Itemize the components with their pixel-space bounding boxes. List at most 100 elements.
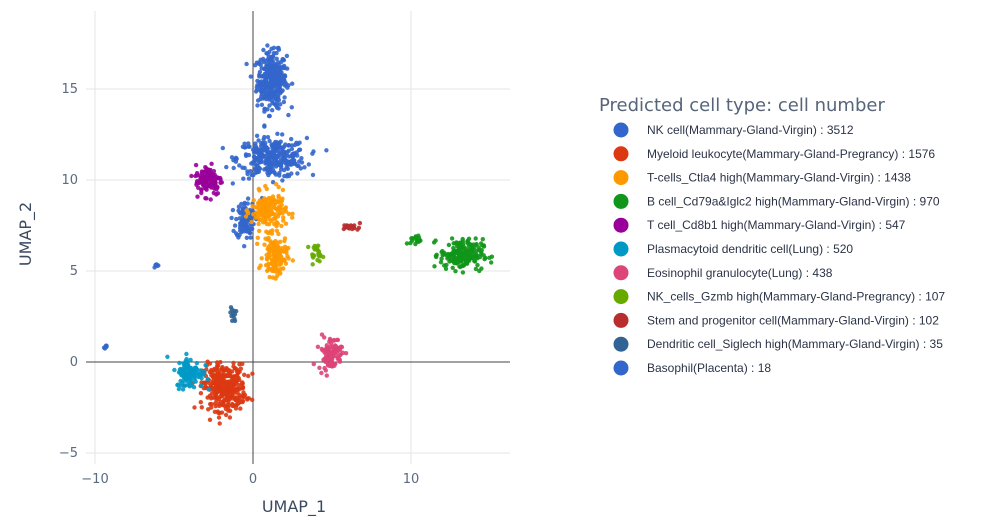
data-point <box>298 166 303 171</box>
data-point <box>319 370 324 376</box>
data-point <box>218 388 224 394</box>
data-point <box>259 94 264 99</box>
data-point <box>262 197 267 202</box>
data-point <box>251 198 256 203</box>
data-point <box>281 218 286 223</box>
data-point <box>203 175 208 181</box>
data-point <box>462 246 467 251</box>
legend-entry: T cell_Cd8b1 high(Mammary-Gland-Virgin) … <box>647 218 906 232</box>
data-point <box>283 142 288 147</box>
data-point <box>288 159 294 164</box>
data-point <box>268 82 273 88</box>
data-point <box>254 87 260 92</box>
data-point <box>268 243 273 248</box>
data-point <box>306 244 311 250</box>
data-point <box>274 269 279 274</box>
data-point <box>279 259 284 264</box>
data-point <box>265 51 270 56</box>
data-point <box>290 258 295 263</box>
data-point <box>318 252 323 258</box>
data-point <box>279 198 284 203</box>
data-point <box>217 403 222 409</box>
data-point <box>242 145 247 150</box>
data-point <box>474 248 480 253</box>
data-point <box>310 262 315 267</box>
data-point <box>271 50 277 56</box>
data-point <box>194 180 199 186</box>
data-point <box>229 390 234 395</box>
data-point <box>277 249 282 254</box>
data-point <box>280 132 285 137</box>
data-point <box>217 380 222 385</box>
data-point <box>205 183 211 188</box>
data-point <box>208 197 213 202</box>
data-point <box>257 228 262 234</box>
data-point <box>263 236 268 241</box>
legend-entry: Dendritic cell_Siglech high(Mammary-Glan… <box>647 337 943 351</box>
data-point <box>248 74 253 79</box>
data-point <box>230 396 236 401</box>
data-point <box>255 163 260 169</box>
data-point <box>265 135 271 140</box>
data-point <box>282 65 288 71</box>
data-point <box>254 133 260 138</box>
data-point <box>289 171 294 176</box>
legend-entry: Myeloid leukocyte(Mammary-Gland-Pregranc… <box>647 147 935 161</box>
data-point <box>215 191 221 196</box>
data-point <box>249 219 254 225</box>
data-point <box>249 226 254 232</box>
legend-entry: Eosinophil granulocyte(Lung) : 438 <box>647 266 833 280</box>
data-point <box>273 103 278 108</box>
data-point <box>204 166 209 171</box>
data-point <box>311 361 316 367</box>
data-point <box>337 359 343 364</box>
data-point <box>280 210 285 216</box>
data-point <box>230 207 236 213</box>
data-point <box>216 175 221 181</box>
data-point <box>197 371 202 377</box>
data-point <box>249 172 254 178</box>
data-point <box>229 155 235 160</box>
data-point <box>237 163 242 168</box>
data-point <box>236 235 241 240</box>
data-point <box>439 249 444 255</box>
data-point <box>282 238 287 244</box>
data-point <box>295 163 300 168</box>
data-point <box>257 202 262 207</box>
data-point <box>201 380 207 385</box>
data-point <box>265 85 270 90</box>
data-point <box>283 261 289 266</box>
legend-entry: NK_cells_Gzmb high(Mammary-Gland-Pregran… <box>647 290 945 304</box>
data-point <box>271 68 276 73</box>
data-point <box>267 168 272 174</box>
data-point <box>279 153 284 158</box>
data-point <box>238 406 243 411</box>
data-point <box>255 241 260 246</box>
data-point <box>326 346 332 351</box>
data-point <box>273 139 278 145</box>
data-point <box>327 336 333 342</box>
data-point <box>267 249 272 255</box>
data-point <box>329 341 334 346</box>
y-tick-label: 10 <box>61 173 78 188</box>
tick-labels: −10 0 10 −5 0 5 10 15 <box>59 82 419 487</box>
data-point <box>237 210 242 215</box>
data-point <box>297 147 303 152</box>
data-point <box>338 352 343 357</box>
data-point <box>225 398 230 403</box>
data-point <box>446 242 452 248</box>
data-point <box>234 231 239 236</box>
data-point <box>334 347 339 352</box>
data-point <box>229 215 234 221</box>
data-point <box>230 181 235 186</box>
data-point <box>240 398 246 404</box>
data-point <box>187 384 192 389</box>
data-point <box>473 266 479 272</box>
data-point <box>232 223 238 228</box>
data-point <box>418 238 423 243</box>
data-point <box>447 259 452 264</box>
data-point <box>266 57 272 63</box>
data-point <box>219 383 224 388</box>
data-point <box>444 262 449 268</box>
data-point <box>172 367 177 373</box>
